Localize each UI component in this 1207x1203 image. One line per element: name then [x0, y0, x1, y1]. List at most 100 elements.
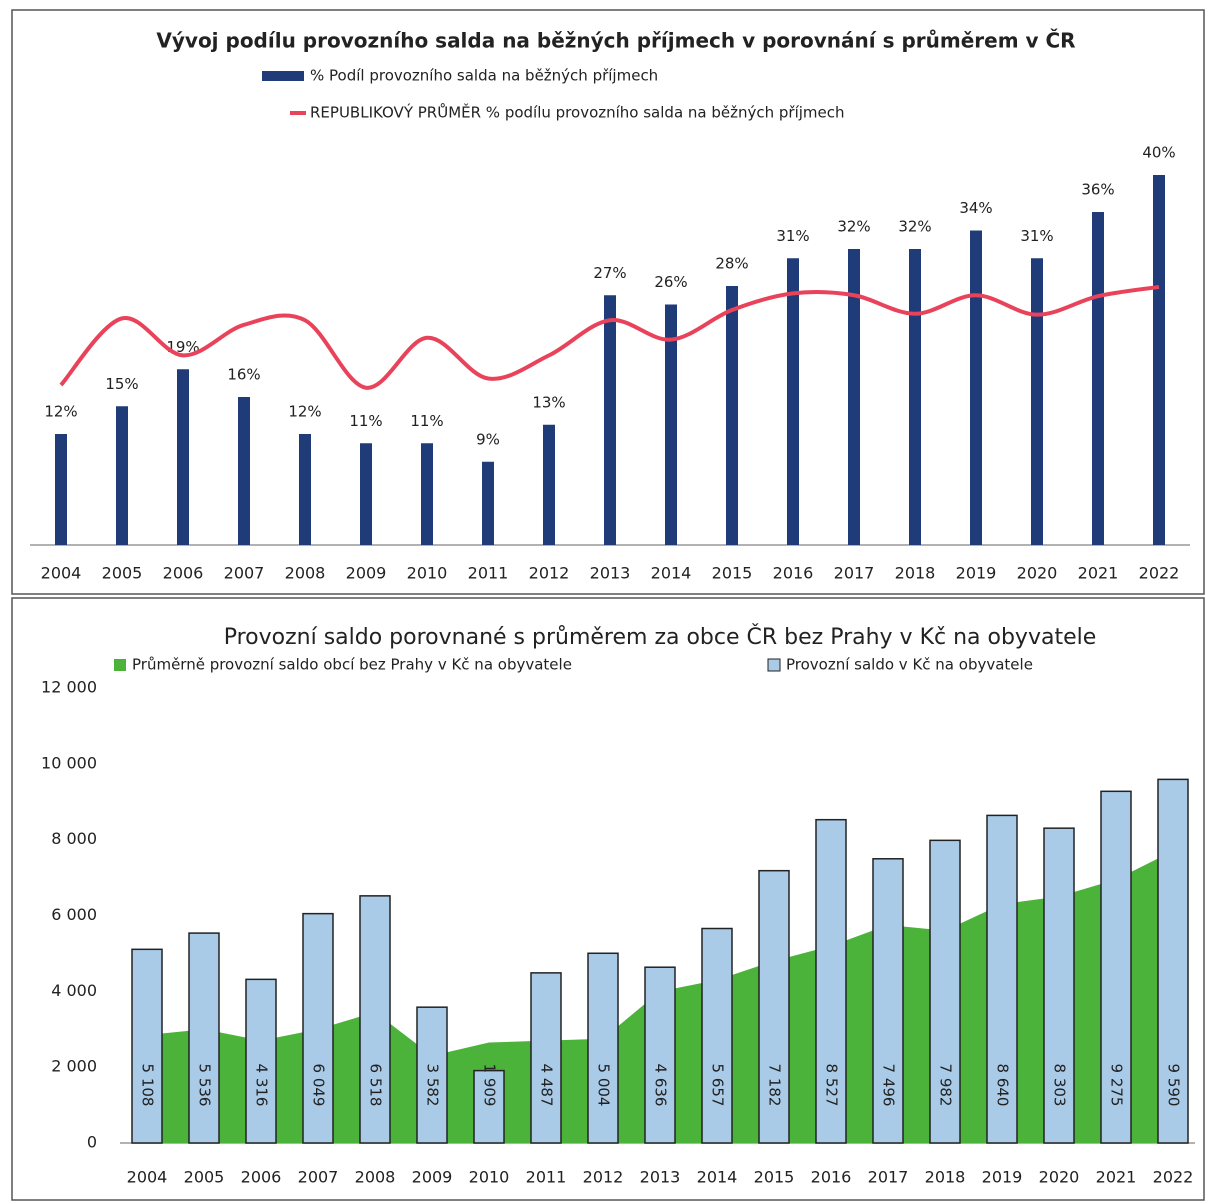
- x-tick-label: 2022: [1139, 564, 1180, 583]
- value-label: 4 487: [538, 1064, 556, 1107]
- value-label: 11%: [410, 412, 443, 430]
- value-label: 9 590: [1165, 1064, 1183, 1107]
- bar: [245, 978, 277, 1144]
- x-tick-label: 2010: [407, 564, 448, 583]
- x-tick-label: 2019: [982, 1168, 1023, 1187]
- line: [59, 284, 1160, 390]
- value-label: 8 640: [994, 1064, 1012, 1107]
- bar: [970, 230, 982, 545]
- x-tick-label: 2019: [956, 564, 997, 583]
- value-label: 32%: [898, 218, 931, 236]
- value-label: 1 909: [481, 1064, 499, 1107]
- x-tick-label: 2014: [651, 564, 692, 583]
- x-tick-label: 2015: [754, 1168, 795, 1187]
- bar: [872, 858, 904, 1144]
- bar: [55, 434, 67, 545]
- value-label: 15%: [105, 375, 138, 393]
- bar: [665, 304, 677, 545]
- bar: [473, 1069, 505, 1144]
- bar: [758, 869, 790, 1144]
- legend-swatch: [767, 658, 781, 672]
- x-tick-label: 2008: [355, 1168, 396, 1187]
- bar: [787, 258, 799, 545]
- value-label: 12%: [288, 403, 321, 421]
- bar: [1100, 790, 1132, 1144]
- bar: [1153, 175, 1165, 545]
- x-tick-label: 2009: [412, 1168, 453, 1187]
- value-label: 5 536: [196, 1064, 214, 1107]
- x-tick-label: 2013: [590, 564, 631, 583]
- bar: [929, 839, 961, 1144]
- x-tick-label: 2013: [640, 1168, 681, 1187]
- y-tick-label: 0: [87, 1133, 97, 1152]
- bar: [188, 932, 220, 1144]
- bar: [587, 952, 619, 1144]
- bar: [238, 397, 250, 545]
- x-tick-label: 2020: [1017, 564, 1058, 583]
- legend-label: REPUBLIKOVÝ PRŮMĚR % podílu provozního s…: [310, 103, 845, 122]
- value-label: 16%: [227, 366, 260, 384]
- bar: [177, 369, 189, 545]
- y-tick-label: 12 000: [41, 678, 97, 697]
- value-label: 34%: [959, 199, 992, 217]
- value-label: 5 108: [139, 1064, 157, 1107]
- x-tick-label: 2007: [224, 564, 265, 583]
- x-tick-label: 2005: [184, 1168, 225, 1187]
- value-label: 6 518: [367, 1064, 385, 1107]
- legend-label: Provozní saldo v Kč na obyvatele: [786, 656, 1033, 674]
- x-tick-label: 2022: [1153, 1168, 1194, 1187]
- bar: [644, 966, 676, 1144]
- bar: [986, 814, 1018, 1144]
- value-label: 6 049: [310, 1064, 328, 1107]
- y-tick-label: 6 000: [51, 905, 97, 924]
- value-label: 5 004: [595, 1064, 613, 1107]
- bar: [360, 443, 372, 545]
- value-label: 27%: [593, 264, 626, 282]
- bar: [416, 1006, 448, 1144]
- bar: [1043, 827, 1075, 1144]
- value-label: 28%: [715, 255, 748, 273]
- value-label: 11%: [349, 412, 382, 430]
- bar: [1092, 212, 1104, 545]
- value-label: 7 496: [880, 1064, 898, 1107]
- x-tick-label: 2012: [529, 564, 570, 583]
- y-tick-label: 10 000: [41, 753, 97, 772]
- x-tick-label: 2016: [811, 1168, 852, 1187]
- bar: [131, 948, 163, 1144]
- value-label: 36%: [1081, 181, 1114, 199]
- y-tick-label: 2 000: [51, 1057, 97, 1076]
- legend-swatch: [114, 659, 126, 671]
- x-tick-label: 2008: [285, 564, 326, 583]
- value-label: 8 527: [823, 1064, 841, 1107]
- value-label: 9 275: [1108, 1064, 1126, 1107]
- value-label: 31%: [776, 227, 809, 245]
- legend-swatch: [262, 71, 304, 81]
- x-tick-label: 2014: [697, 1168, 738, 1187]
- bar: [299, 434, 311, 545]
- x-tick-label: 2021: [1096, 1168, 1137, 1187]
- bar: [482, 461, 494, 545]
- bar: [302, 912, 334, 1144]
- bar: [530, 972, 562, 1144]
- bar: [359, 895, 391, 1144]
- bar: [1031, 258, 1043, 545]
- bar: [116, 406, 128, 545]
- x-tick-label: 2011: [468, 564, 509, 583]
- x-tick-label: 2011: [526, 1168, 567, 1187]
- value-label: 7 982: [937, 1064, 955, 1107]
- value-label: 12%: [44, 403, 77, 421]
- x-tick-label: 2007: [298, 1168, 339, 1187]
- x-tick-label: 2017: [834, 564, 875, 583]
- bar: [421, 443, 433, 545]
- value-label: 31%: [1020, 227, 1053, 245]
- value-label: 8 303: [1051, 1064, 1069, 1107]
- x-tick-label: 2004: [127, 1168, 168, 1187]
- value-label: 3 582: [424, 1064, 442, 1107]
- value-label: 4 316: [253, 1064, 271, 1107]
- x-tick-label: 2016: [773, 564, 814, 583]
- y-tick-label: 8 000: [51, 829, 97, 848]
- bar: [543, 424, 555, 545]
- chart-title: Vývoj podílu provozního salda na běžných…: [156, 29, 1075, 53]
- x-tick-label: 2009: [346, 564, 387, 583]
